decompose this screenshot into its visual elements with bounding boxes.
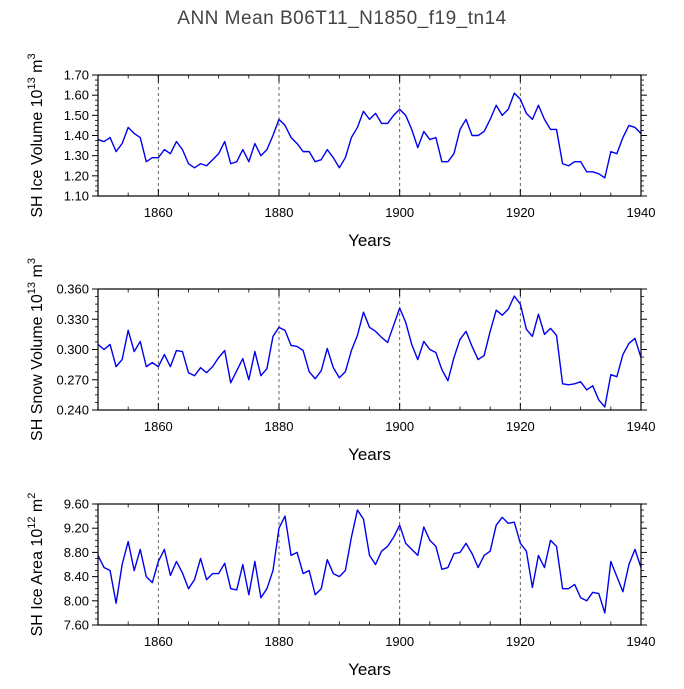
ice-area-ylabel-unit: m — [29, 499, 46, 517]
snow-volume-ylabel-unit: m — [29, 264, 46, 282]
ice-area-xtick-label-1880: 1880 — [265, 634, 294, 649]
ice-area-ytick-label: 8.80 — [64, 545, 89, 560]
ice-volume-ytick-label: 1.70 — [64, 68, 89, 83]
ice-area-ytick-label: 9.60 — [64, 497, 89, 512]
ice-volume-xtick-label-1920: 1920 — [506, 205, 535, 220]
snow-volume-xtick-label-1880: 1880 — [265, 419, 294, 434]
ice-volume-xtick-label-1900: 1900 — [385, 205, 414, 220]
snow-volume-ytick-label: 0.270 — [56, 372, 89, 387]
snow-volume-ytick-label: 0.300 — [56, 342, 89, 357]
ice-volume-ytick-label: 1.50 — [64, 108, 89, 123]
ice-volume-ylabel-unit: m — [29, 60, 46, 78]
snow-volume-plot-frame — [97, 288, 642, 411]
ice-volume-ylabel-unit-exponent: 3 — [26, 53, 38, 59]
ice-area-ylabel-text: SH Ice Area 10 — [29, 529, 46, 637]
snow-volume-panel: 1860 1880 1900 1920 1940 0.240 0.270 0.300 0.330… — [26, 258, 655, 464]
snow-volume-ytick-label: 0.330 — [56, 312, 89, 327]
ice-area-ytick-label: 7.60 — [64, 618, 89, 633]
ice-area-panel: 1860 1880 1900 1920 1940 7.60 8.00 8.40 8.80 9.20… — [26, 493, 655, 679]
snow-volume-xtick-label-1900: 1900 — [385, 419, 414, 434]
ice-area-ytick-label: 8.40 — [64, 569, 89, 584]
ice-area-ylabel-unit-exponent: 2 — [26, 493, 38, 499]
ice-volume-xtick-label-1860: 1860 — [144, 205, 173, 220]
ice-area-xtick-label-1940: 1940 — [627, 634, 656, 649]
snow-volume-series-line — [97, 295, 642, 408]
ice-volume-plot-frame — [97, 74, 642, 197]
ice-volume-xlabel: Years — [348, 231, 391, 250]
snow-volume-ylabel-exponent: 13 — [26, 282, 38, 294]
ice-area-ylabel: SH Ice Area 1012 m2 — [26, 493, 46, 637]
snow-volume-ytick-label: 0.360 — [56, 282, 89, 297]
snow-volume-xlabel: Years — [348, 445, 391, 464]
ice-area-xtick-label-1860: 1860 — [144, 634, 173, 649]
ice-area-ytick-label: 8.00 — [64, 593, 89, 608]
ice-area-xlabel: Years — [348, 660, 391, 679]
ice-volume-ytick-label: 1.20 — [64, 168, 89, 183]
ice-area-ytick-label: 9.20 — [64, 521, 89, 536]
ice-volume-ytick-label: 1.10 — [64, 189, 89, 204]
ice-area-xtick-label-1920: 1920 — [506, 634, 535, 649]
ice-volume-series-line — [97, 92, 642, 179]
ice-area-ylabel-exponent: 12 — [26, 517, 38, 529]
ice-volume-ytick-label: 1.30 — [64, 148, 89, 163]
snow-volume-xtick-label-1940: 1940 — [627, 419, 656, 434]
snow-volume-xtick-label-1860: 1860 — [144, 419, 173, 434]
ice-volume-ylabel: SH Ice Volume 1013 m3 — [26, 53, 46, 217]
ice-area-series-line — [97, 509, 642, 614]
snow-volume-ylabel-unit-exponent: 3 — [26, 258, 38, 264]
ice-volume-ylabel-exponent: 13 — [26, 77, 38, 89]
ice-volume-panel: 1860 1880 1900 1920 1940 1.10 1.20 1.30 1.40 1.50… — [26, 53, 655, 250]
ice-volume-ytick-label: 1.40 — [64, 128, 89, 143]
ice-volume-xtick-label-1940: 1940 — [627, 205, 656, 220]
ice-volume-xtick-label-1880: 1880 — [265, 205, 294, 220]
ice-volume-ylabel-text: SH Ice Volume 10 — [29, 89, 46, 217]
snow-volume-ylabel: SH Snow Volume 1013 m3 — [26, 258, 46, 441]
snow-volume-ytick-label: 0.240 — [56, 403, 89, 418]
figure-title: ANN Mean B06T11_N1850_f19_tn14 — [177, 8, 507, 29]
snow-volume-ylabel-text: SH Snow Volume 10 — [29, 294, 46, 441]
ice-volume-ytick-label: 1.60 — [64, 88, 89, 103]
ice-area-xtick-label-1900: 1900 — [385, 634, 414, 649]
snow-volume-xtick-label-1920: 1920 — [506, 419, 535, 434]
